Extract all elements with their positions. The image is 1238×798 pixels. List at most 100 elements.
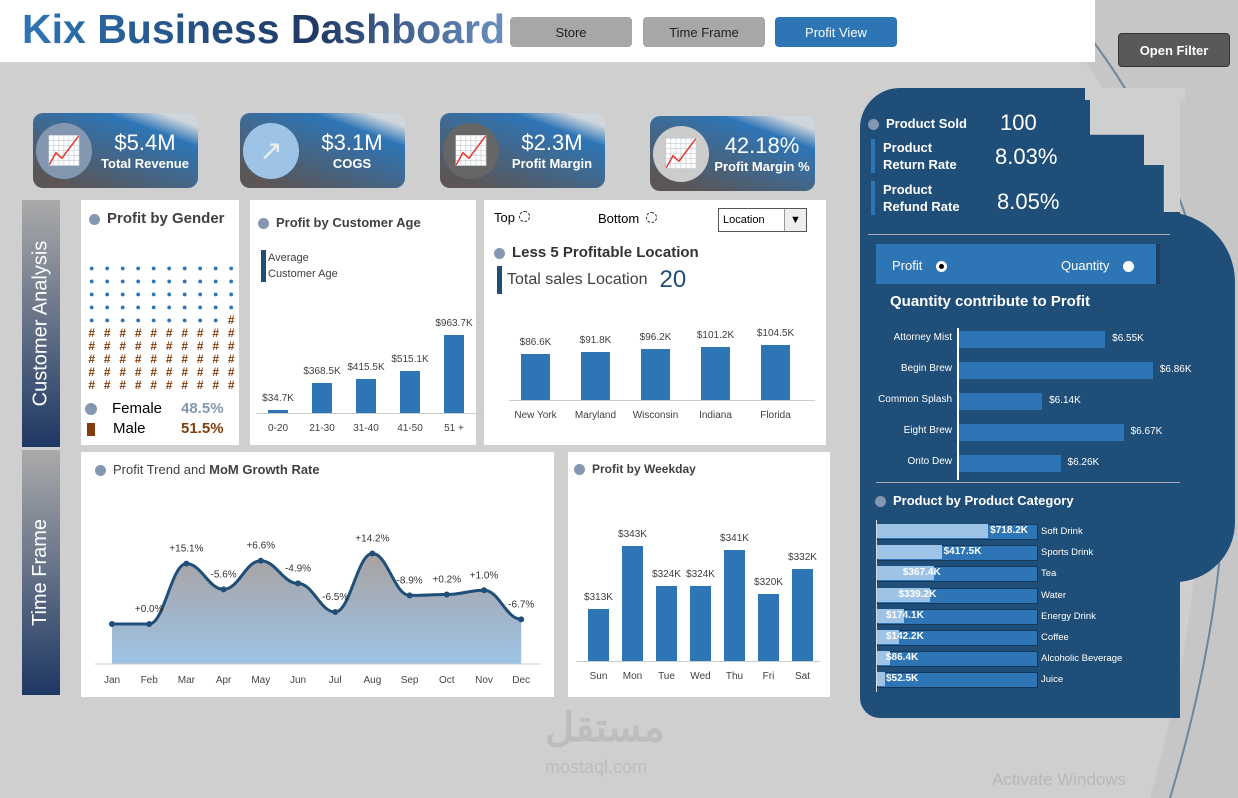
trend-point-Apr [220,586,227,593]
bar-Alcoholic Beverage [877,651,891,666]
female-label: Female [112,400,163,417]
bar-Fri [758,593,779,661]
bullet-icon [494,247,505,259]
category-label: Attorney Mist [893,332,952,343]
qty-title: Quantity contribute to Profit [890,293,1090,310]
data-label: +0.0% [135,604,164,615]
axis-tick-label: Wed [690,671,711,682]
bottom-radio[interactable]: Bottom [598,211,658,226]
axis-tick-label: Dec [512,675,530,686]
quantity-radio[interactable]: Quantity [1061,258,1135,273]
trend-point-Nov [481,587,487,594]
axis-tick-label: Jun [290,675,306,686]
waffle-male-mark: # [165,378,173,392]
kpi-value: 42.18% [724,133,800,158]
store-button[interactable]: Store [510,17,632,47]
profit-view-button[interactable]: Profit View [775,17,897,47]
bar-Sat [792,568,813,661]
bar-Sports Drink [877,545,942,560]
waffle-female-dot: ● [120,263,126,273]
waffle-male-mark: # [196,326,204,340]
gender-panel: Profit by Gender ● ● ● ● ● ● ● ● ● ● ● ● ● ● ● ● ● ● ● ● ● ● ●… [81,200,239,445]
waffle-female-dot: ● [104,276,110,286]
category-label: Coffee [1041,632,1069,643]
waffle-male-mark: # [134,352,142,366]
bar-Florida [761,344,790,400]
waffle-male-mark: # [227,352,235,366]
data-label: $415.5K [347,362,385,374]
waffle-male-mark: # [134,339,142,353]
waffle-female-dot: ● [89,302,95,312]
return-rate-label: Product Return Rate [871,139,957,173]
customer-analysis-label: Customer Analysis [22,200,60,447]
trend-point-Feb [146,621,153,627]
axis-tick-label: Wisconsin [632,410,679,421]
waffle-male-mark: # [103,339,111,353]
category-label: Energy Drink [1041,610,1096,622]
axis-tick-label: 21-30 [309,423,335,434]
waffle-male-mark: # [150,339,158,353]
waffle-female-dot: ● [213,315,219,325]
data-label: -8.9% [397,575,423,586]
category-label: Water [1041,589,1066,601]
waffle-male-mark: # [165,326,173,340]
data-label: -6.5% [322,592,348,603]
trend-point-Sep [406,592,413,599]
waffle-female-dot: ● [104,302,110,312]
waffle-female-dot: ● [166,302,172,312]
trend-title: Profit Trend and [113,462,210,477]
location-dropdown[interactable]: Location ▼ [718,208,807,232]
waffle-male-mark: # [165,352,173,366]
kpi-value: $5.4M [114,130,176,155]
kpi-label: Profit Margin % [714,159,810,174]
axis-tick-label: Maryland [574,410,617,421]
kpi-label: Total Revenue [101,156,189,171]
weekday-panel: Profit by Weekday $313K Sun $343K Mon $324K T… [568,452,830,697]
axis-tick-label: Oct [439,675,455,686]
waffle-female-dot: ● [166,289,172,299]
bar-Coffee [877,630,899,644]
waffle-female-dot: ● [166,315,172,325]
bar-Eight Brew [959,424,1124,441]
bar-Juice [877,672,886,687]
trend-point-Jul [332,609,339,616]
bar-51 + [444,334,464,413]
time-frame-button[interactable]: Time Frame [643,17,765,47]
x-axis [576,661,820,662]
kpi-value: $3.1M [321,130,383,155]
radio-selected-icon [935,261,947,273]
waffle-male-mark: # [119,365,127,379]
data-label: $34.7K [262,393,294,405]
axis-tick-label: Florida [760,410,791,421]
axis-tick-label: Sun [589,671,608,682]
location-panel: Top Bottom Location ▼ Less 5 Profitable L… [484,200,826,445]
waffle-female-dot: ● [197,302,203,312]
location-title: Less 5 Profitable Location [512,244,699,261]
watermark-url: mostaql.com [545,757,648,777]
female-pct: 48.5% [181,400,224,417]
data-label: $104.5K [756,327,795,339]
waffle-male-mark: # [196,352,204,366]
waffle-female-dot: ● [228,263,234,273]
top-radio[interactable]: Top [494,210,530,225]
bar-41-50 [400,371,420,413]
category-label: Soft Drink [1041,526,1083,537]
profit-radio[interactable]: Profit [892,258,947,273]
axis-tick-label: 41-50 [397,423,423,434]
age-title: Profit by Customer Age [276,215,421,230]
data-label: $367.4K [902,567,941,579]
waffle-male-mark: # [181,378,189,392]
male-pct: 51.5% [181,420,224,437]
axis-tick-label: Thu [725,671,744,682]
waffle-female-dot: ● [213,276,219,286]
metric-toggle: Profit Quantity [876,244,1160,284]
data-label: +14.2% [355,534,389,545]
trend-chart: Jan +0.0% Feb +15.1% Mar -5.6% Apr +6.6% May -4.9… [95,534,541,686]
axis-tick-label: Jan [104,675,120,686]
cat-title: Product by Product Category [875,493,1074,508]
waffle-male-mark: # [227,313,235,327]
open-filter-button[interactable]: Open Filter [1118,33,1230,67]
chart-up-icon: 📈 [653,125,709,182]
trend-point-Jan [109,621,115,627]
axis-tick-label: 0-20 [267,423,289,434]
